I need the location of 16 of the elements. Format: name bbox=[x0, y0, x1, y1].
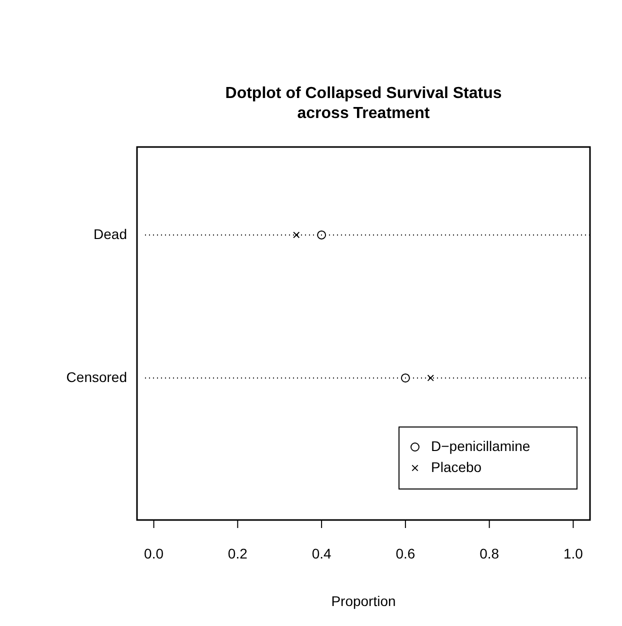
point bbox=[400, 373, 410, 382]
x-tick-label: 0.2 bbox=[228, 545, 248, 562]
legend-label: Placebo bbox=[431, 458, 482, 475]
y-tick-label: Dead bbox=[94, 226, 127, 242]
x-tick-label: 0.0 bbox=[144, 545, 164, 562]
x-tick-label: 0.8 bbox=[480, 545, 500, 562]
point bbox=[427, 374, 434, 382]
legend-label: D−penicillamine bbox=[431, 438, 530, 454]
point bbox=[293, 232, 300, 238]
x-tick-label: 0.6 bbox=[396, 545, 416, 562]
point bbox=[317, 230, 326, 240]
y-tick-label: Censored bbox=[66, 368, 127, 385]
chart-title: Dotplot of Collapsed Survival Status across Treatment bbox=[225, 85, 502, 122]
x-tick-label: 0.4 bbox=[312, 545, 332, 562]
x-axis-title: Proportion bbox=[331, 593, 396, 609]
x-tick-label: 1.0 bbox=[563, 545, 584, 562]
